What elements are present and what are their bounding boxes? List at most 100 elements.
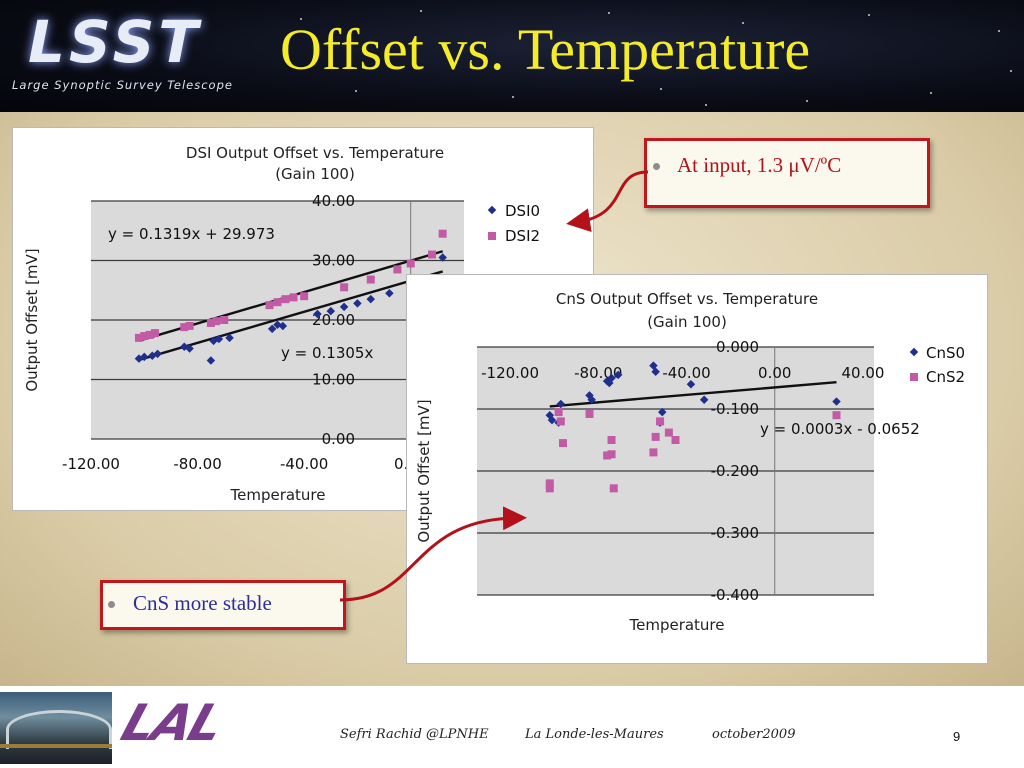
data-point-cns2 bbox=[556, 417, 565, 426]
input-note-text: At input, 1.3 μV/ºC bbox=[677, 153, 842, 177]
y-tick-label: -0.100 bbox=[711, 400, 759, 418]
data-point-cns0 bbox=[587, 395, 596, 404]
data-point-cns2 bbox=[651, 432, 660, 441]
dsi-x-axis-label: Temperature bbox=[229, 486, 325, 504]
x-tick-label: -120.00 bbox=[62, 455, 120, 473]
data-point-cns0 bbox=[651, 367, 660, 377]
cns-legend-label-cns0: CnS0 bbox=[926, 344, 965, 362]
input-note-callout: At input, 1.3 μV/ºC bbox=[644, 138, 930, 208]
trendline bbox=[549, 381, 837, 408]
data-point-dsi0 bbox=[385, 288, 394, 298]
x-tick-label: 0.00 bbox=[758, 364, 791, 382]
data-point-cns2 bbox=[656, 417, 665, 426]
dsi-chart-title: DSI Output Offset vs. Temperature bbox=[186, 144, 444, 162]
data-point-cns2 bbox=[607, 450, 616, 459]
data-point-dsi0 bbox=[339, 302, 349, 312]
data-point-dsi0 bbox=[214, 334, 224, 344]
data-point-dsi2 bbox=[273, 298, 282, 307]
dsi-legend-marker-dsi2 bbox=[488, 232, 496, 240]
lab-logo: LAL bbox=[114, 694, 230, 752]
data-point-dsi0 bbox=[185, 344, 194, 353]
data-point-dsi0 bbox=[313, 309, 322, 319]
data-point-dsi2 bbox=[185, 321, 194, 330]
dsi-y-axis-label: Output Offset [mV] bbox=[23, 248, 41, 391]
facility-photo bbox=[0, 692, 112, 764]
data-point-cns2 bbox=[649, 448, 658, 457]
data-point-cns0 bbox=[699, 395, 709, 404]
cns-trend-equation: y = 0.0003x - 0.0652 bbox=[760, 420, 920, 438]
data-point-dsi0 bbox=[326, 306, 336, 316]
data-point-dsi2 bbox=[140, 332, 149, 341]
data-point-dsi2 bbox=[265, 301, 274, 310]
stability-note-text: CnS more stable bbox=[133, 591, 272, 615]
data-point-cns0 bbox=[547, 415, 557, 425]
footer-location: La Londe-les-Maures bbox=[525, 727, 664, 742]
footer-author: Sefri Rachid @LPNHE bbox=[340, 727, 489, 742]
data-point-cns2 bbox=[559, 439, 568, 448]
data-point-dsi2 bbox=[438, 229, 447, 238]
data-point-cns2 bbox=[607, 436, 616, 444]
data-point-dsi2 bbox=[180, 323, 189, 332]
cns-chart-title: CnS Output Offset vs. Temperature bbox=[556, 290, 818, 308]
y-tick-label: 10.00 bbox=[312, 371, 355, 389]
x-tick-label: -80.00 bbox=[173, 455, 221, 473]
data-point-cns0 bbox=[832, 397, 841, 406]
data-point-dsi0 bbox=[206, 356, 216, 365]
data-point-dsi2 bbox=[393, 265, 402, 274]
data-point-cns2 bbox=[671, 436, 680, 444]
data-point-cns2 bbox=[664, 428, 673, 437]
y-tick-label: 0.000 bbox=[716, 338, 759, 356]
data-point-dsi0 bbox=[353, 299, 362, 308]
data-point-dsi0 bbox=[225, 333, 234, 343]
data-point-cns0 bbox=[607, 373, 616, 383]
data-point-dsi2 bbox=[366, 275, 375, 284]
data-point-cns2 bbox=[554, 408, 563, 417]
data-point-cns2 bbox=[545, 484, 554, 493]
data-point-dsi2 bbox=[145, 330, 154, 339]
y-tick-label: 20.00 bbox=[312, 311, 355, 329]
footer-date: october2009 bbox=[712, 727, 796, 742]
arrow-to-cns-chart bbox=[339, 506, 527, 602]
data-point-cns2 bbox=[545, 479, 554, 488]
page-number: 9 bbox=[953, 729, 961, 744]
cns-legend-label-cns2: CnS2 bbox=[926, 368, 965, 386]
data-point-dsi0 bbox=[366, 294, 375, 304]
data-point-cns2 bbox=[609, 484, 618, 493]
cns-x-axis-label: Temperature bbox=[628, 616, 724, 634]
dsi-chart-subtitle: (Gain 100) bbox=[275, 165, 355, 183]
x-tick-label: 40.00 bbox=[841, 364, 884, 382]
data-point-dsi2 bbox=[340, 283, 349, 292]
slide-header: LSST Large Synoptic Survey Telescope Off… bbox=[0, 0, 1024, 112]
y-tick-label: 30.00 bbox=[312, 252, 355, 270]
dsi-trend-equation-2: y = 0.1305x bbox=[281, 344, 373, 362]
x-tick-label: -40.00 bbox=[662, 364, 710, 382]
dsi-legend-label-dsi2: DSI2 bbox=[505, 227, 540, 245]
arrow-to-dsi-legend bbox=[566, 170, 649, 233]
y-tick-label: 0.00 bbox=[322, 430, 355, 448]
y-tick-label: -0.300 bbox=[711, 524, 759, 542]
data-point-dsi2 bbox=[300, 292, 309, 301]
y-tick-label: -0.400 bbox=[711, 586, 759, 604]
input-note-bullet bbox=[653, 163, 660, 170]
data-point-cns0 bbox=[613, 370, 623, 380]
cns-legend-marker-cns2 bbox=[910, 373, 918, 381]
stability-note-bullet bbox=[108, 601, 115, 608]
data-point-cns2 bbox=[603, 451, 612, 460]
data-point-dsi2 bbox=[289, 293, 298, 302]
lsst-logo: LSST bbox=[28, 8, 202, 76]
slide-title: Offset vs. Temperature bbox=[280, 17, 811, 82]
cns-chart: 0.000 -0.100 -0.200 -0.300 -0.400 -120.00 -80.… bbox=[406, 274, 988, 664]
y-tick-label: 40.00 bbox=[312, 192, 355, 210]
cns-legend-marker-cns0 bbox=[909, 347, 919, 357]
data-point-dsi2 bbox=[220, 316, 229, 324]
stability-note-callout: CnS more stable bbox=[100, 580, 346, 630]
data-point-dsi2 bbox=[281, 295, 290, 304]
data-point-dsi0 bbox=[153, 349, 162, 359]
data-point-cns2 bbox=[585, 409, 594, 418]
cns-chart-svg: 0.000-0.100-0.200-0.300-0.400-120.00 -80.… bbox=[415, 290, 965, 634]
cns-chart-subtitle: (Gain 100) bbox=[647, 313, 727, 331]
data-point-dsi2 bbox=[428, 250, 437, 259]
dsi-legend-label-dsi0: DSI0 bbox=[505, 202, 540, 220]
data-point-cns0 bbox=[658, 407, 667, 417]
